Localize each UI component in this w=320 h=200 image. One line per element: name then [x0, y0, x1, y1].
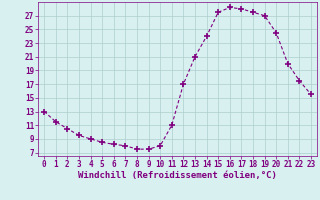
- X-axis label: Windchill (Refroidissement éolien,°C): Windchill (Refroidissement éolien,°C): [78, 171, 277, 180]
